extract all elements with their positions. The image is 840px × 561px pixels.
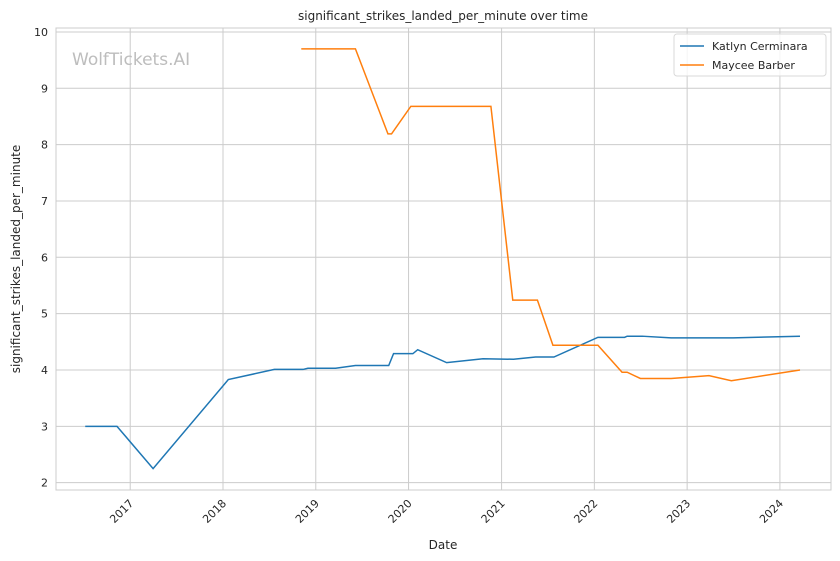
- x-tick-label: 2019: [293, 497, 322, 526]
- plot-frame: [55, 27, 832, 491]
- y-tick-label: 7: [41, 195, 48, 208]
- y-tick-label: 4: [41, 364, 48, 377]
- x-tick-label: 2021: [479, 497, 508, 526]
- chart-title: significant_strikes_landed_per_minute ov…: [298, 9, 588, 23]
- y-tick-label: 6: [41, 251, 48, 264]
- y-tick-label: 5: [41, 308, 48, 321]
- series-line-0: [85, 335, 801, 470]
- x-tick-label: 2020: [386, 497, 415, 526]
- y-tick-label: 8: [41, 139, 48, 152]
- y-tick-label: 10: [34, 26, 48, 39]
- x-tick-label: 2024: [757, 497, 786, 526]
- watermark: WolfTickets.AI: [72, 50, 190, 70]
- legend-label: Katlyn Cerminara: [712, 40, 808, 53]
- legend-label: Maycee Barber: [712, 59, 795, 72]
- x-tick-label: 2022: [571, 497, 600, 526]
- y-tick-label: 2: [41, 477, 48, 490]
- series-line-1: [301, 48, 801, 382]
- x-tick-label: 2017: [107, 497, 136, 526]
- x-tick-label: 2023: [664, 497, 693, 526]
- y-axis-label: significant_strikes_landed_per_minute: [9, 145, 23, 374]
- legend: Katlyn Cerminara Maycee Barber: [673, 33, 827, 77]
- y-tick-label: 3: [41, 420, 48, 433]
- x-axis-label: Date: [429, 538, 458, 552]
- y-tick-label: 9: [41, 82, 48, 95]
- x-tick-label: 2018: [200, 497, 229, 526]
